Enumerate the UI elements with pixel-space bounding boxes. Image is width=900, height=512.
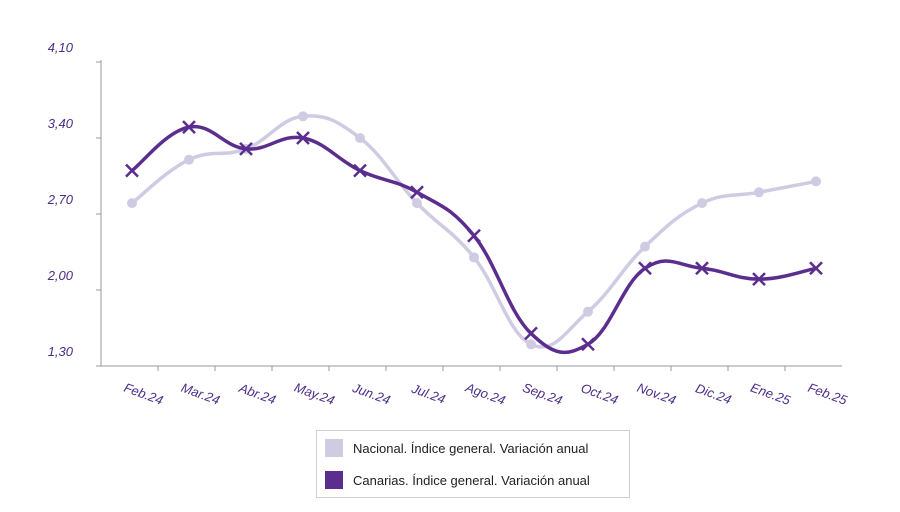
y-tick-label: 2,70 xyxy=(47,192,74,207)
data-point-canarias xyxy=(410,185,424,200)
x-tick-label: Sep.24 xyxy=(521,380,565,408)
data-point-canarias xyxy=(467,228,481,243)
data-point-canarias xyxy=(353,163,367,178)
data-point-nacional xyxy=(127,198,137,209)
data-point-nacional xyxy=(640,241,650,252)
y-tick-label: 4,10 xyxy=(48,40,74,55)
data-point-nacional xyxy=(583,306,593,317)
data-point-nacional xyxy=(469,252,479,263)
x-tick-label: Oct.24 xyxy=(579,380,620,407)
legend-item-nacional: Nacional. Índice general. Variación anua… xyxy=(325,438,588,458)
y-tick-label: 2,00 xyxy=(47,268,74,283)
legend: Nacional. Índice general. Variación anua… xyxy=(316,430,630,498)
line-chart: Feb.24 Mar.24 Abr.24 May.24 Jun.24 Jul.24 Ago.… xyxy=(47,40,850,408)
series-canarias xyxy=(125,120,823,355)
x-tick-label: Feb.24 xyxy=(122,380,165,408)
data-point-nacional xyxy=(355,133,365,143)
data-point-canarias xyxy=(524,326,538,341)
series-line-canarias xyxy=(130,124,818,355)
data-point-canarias xyxy=(752,272,766,287)
series-layer xyxy=(125,111,823,355)
x-tick-label: Nov.24 xyxy=(635,380,678,408)
data-point-canarias xyxy=(182,120,196,135)
legend-label-nacional: Nacional. Índice general. Variación anua… xyxy=(353,440,589,456)
y-tick-label: 3,40 xyxy=(48,116,74,131)
y-axis-ticks: 1,30 2,00 2,70 3,40 4,10 xyxy=(47,40,101,367)
x-tick-label: Ene.25 xyxy=(749,380,794,408)
legend-label-canarias: Canarias. Índice general. Variación anua… xyxy=(353,472,590,488)
x-tick-label: Jun.24 xyxy=(350,380,393,408)
legend-item-canarias: Canarias. Índice general. Variación anua… xyxy=(325,470,590,490)
data-point-nacional xyxy=(298,111,308,122)
data-point-nacional xyxy=(754,187,764,198)
data-point-canarias xyxy=(239,141,253,156)
data-point-nacional xyxy=(697,198,707,209)
data-point-nacional xyxy=(184,154,194,165)
x-tick-label: Abr.24 xyxy=(236,380,278,407)
data-point-canarias xyxy=(695,261,709,276)
data-point-canarias xyxy=(638,261,652,276)
x-tick-label: Mar.24 xyxy=(179,380,222,408)
data-point-canarias xyxy=(581,337,595,352)
series-nacional xyxy=(127,111,821,350)
x-tick-label: Jul.24 xyxy=(409,380,448,406)
data-point-nacional xyxy=(412,198,422,209)
x-tick-label: Dic.24 xyxy=(694,380,734,407)
series-line-nacional xyxy=(130,114,818,349)
legend-swatch-nacional xyxy=(325,439,343,457)
data-point-canarias xyxy=(125,163,139,178)
x-tick-label: Ago.24 xyxy=(463,379,508,408)
data-point-canarias xyxy=(809,261,823,276)
legend-swatch-canarias xyxy=(325,471,343,489)
y-tick-label: 1,30 xyxy=(48,344,74,359)
x-tick-label: Feb.25 xyxy=(806,380,850,408)
data-point-canarias xyxy=(296,131,310,145)
data-point-nacional xyxy=(811,176,821,187)
data-point-nacional xyxy=(526,339,536,350)
x-tick-label: May.24 xyxy=(292,380,336,408)
x-axis-ticks: Feb.24 Mar.24 Abr.24 May.24 Jun.24 Jul.24 Ago.… xyxy=(122,366,850,408)
axes xyxy=(100,60,842,367)
